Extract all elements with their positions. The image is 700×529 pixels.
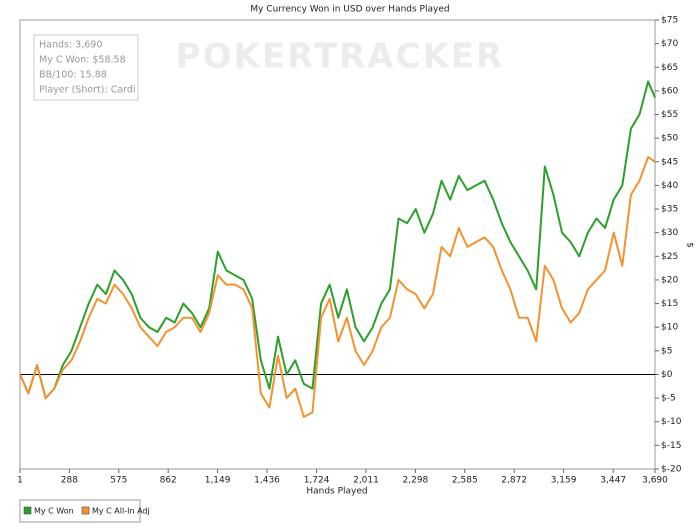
x-tick-label: 1,436 [254, 476, 280, 486]
x-tick-label: 1,149 [205, 476, 231, 486]
x-axis-label: Hands Played [306, 487, 367, 497]
y-tick-label: $25 [661, 252, 678, 262]
info-box [33, 34, 139, 101]
legend-label: My C All-In Adj [92, 507, 150, 516]
y-tick-label: $35 [661, 205, 678, 215]
x-tick-label: 1 [17, 476, 23, 486]
legend-swatch [23, 506, 32, 515]
y-tick-label: $-10 [661, 417, 682, 427]
x-tick-label: 2,298 [403, 476, 429, 486]
y-tick-label: $-5 [661, 394, 676, 404]
info-text: BB/100: 15.88 [39, 70, 107, 81]
y-tick-label: $45 [661, 157, 678, 167]
y-tick-label: $10 [661, 323, 678, 333]
info-text: Player (Short): Cardi [39, 85, 136, 96]
x-tick-label: 2,011 [353, 476, 379, 486]
info-text: Hands: 3,690 [39, 40, 102, 51]
x-tick-label: 575 [110, 476, 127, 486]
y-tick-label: $40 [661, 181, 678, 191]
watermark: POKERTRACKER [176, 37, 504, 77]
x-tick-label: 3,447 [600, 476, 626, 486]
chart-title: My Currency Won in USD over Hands Played [250, 5, 449, 15]
y-tick-label: $15 [661, 299, 678, 309]
y-tick-label: $-20 [661, 465, 682, 475]
y-tick-label: $0 [661, 370, 673, 380]
x-tick-label: 288 [61, 476, 78, 486]
x-tick-label: 2,585 [452, 476, 478, 486]
y-tick-label: $70 [661, 39, 678, 49]
x-tick-label: 3,159 [551, 476, 577, 486]
x-tick-label: 862 [160, 476, 177, 486]
y-tick-label: $75 [661, 16, 678, 26]
x-tick-label: 2,872 [501, 476, 527, 486]
y-tick-label: $50 [661, 134, 678, 144]
series-line [19, 80, 656, 400]
legend-label: My C Won [34, 507, 74, 516]
y-tick-label: $30 [661, 228, 678, 238]
legend [19, 499, 141, 523]
x-tick-label: 3,690 [642, 476, 668, 486]
x-tick-label: 1,724 [304, 476, 330, 486]
y-tick-label: $-15 [661, 441, 681, 451]
info-text: My C Won: $58.58 [39, 55, 126, 66]
y-tick-label: $55 [661, 110, 678, 120]
y-tick-label: $5 [661, 346, 672, 356]
y-tick-label: $20 [661, 275, 678, 285]
series-line [19, 156, 656, 419]
y-axis-label: $ [685, 242, 695, 248]
y-tick-label: $60 [661, 86, 678, 96]
y-tick-label: $65 [661, 63, 678, 73]
legend-swatch [81, 506, 90, 515]
